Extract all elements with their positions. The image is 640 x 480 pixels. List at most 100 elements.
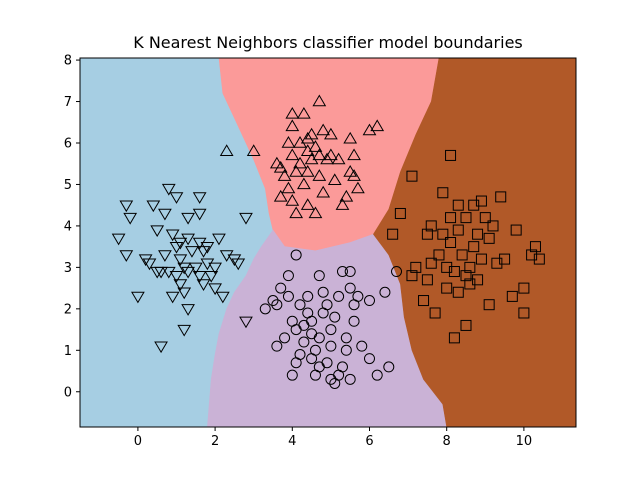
point-square <box>437 228 449 240</box>
point-triangle-up <box>219 144 234 156</box>
point-triangle-down <box>165 291 180 304</box>
point-triangle-down <box>227 254 242 267</box>
point-triangle-up <box>273 189 288 202</box>
point-square <box>441 282 453 294</box>
point-triangle-up <box>308 140 323 152</box>
point-square <box>472 228 484 240</box>
point-circle <box>344 266 356 278</box>
point-square <box>468 199 480 211</box>
point-triangle-down <box>150 225 165 238</box>
point-square <box>526 249 538 261</box>
point-square <box>506 290 518 302</box>
point-triangle-down <box>138 254 153 267</box>
point-square <box>456 249 468 261</box>
point-circle <box>363 295 375 307</box>
point-triangle-down <box>200 241 215 254</box>
x-tick-label: 4 <box>288 434 296 449</box>
point-circle <box>302 307 314 319</box>
point-circle <box>271 299 283 311</box>
point-triangle-down <box>173 237 188 250</box>
point-square <box>429 307 441 319</box>
y-tick-label: 0 <box>64 385 72 400</box>
point-triangle-down <box>169 270 184 283</box>
point-square <box>448 332 460 344</box>
point-triangle-down <box>158 208 172 221</box>
point-triangle-up <box>285 194 300 206</box>
point-triangle-down <box>123 212 138 225</box>
point-square <box>441 261 453 273</box>
point-triangle-up <box>312 169 327 181</box>
point-square <box>510 224 522 236</box>
point-square <box>425 257 437 269</box>
point-circle <box>325 324 337 336</box>
point-triangle-down <box>208 262 222 275</box>
point-triangle-up <box>246 144 261 156</box>
point-square <box>475 195 487 207</box>
point-square <box>410 261 422 273</box>
y-tick-label: 7 <box>64 95 72 110</box>
point-triangle-up <box>281 136 296 148</box>
point-circle <box>391 266 403 278</box>
point-circle <box>371 369 383 381</box>
point-circle <box>309 344 321 356</box>
point-triangle-up <box>300 198 315 210</box>
point-triangle-up <box>297 106 311 119</box>
point-triangle-down <box>208 283 222 296</box>
point-square <box>495 191 507 203</box>
point-square <box>418 295 430 307</box>
point-triangle-down <box>212 233 226 246</box>
point-square <box>499 253 511 265</box>
point-triangle-down <box>185 246 199 258</box>
point-triangle-down <box>142 258 157 271</box>
point-triangle-up <box>335 198 350 210</box>
point-triangle-down <box>181 266 195 279</box>
point-square <box>452 199 464 211</box>
point-square <box>491 257 503 269</box>
point-triangle-down <box>177 262 192 275</box>
point-triangle-down <box>188 262 203 275</box>
point-square <box>472 274 484 286</box>
point-square <box>529 241 541 253</box>
point-triangle-down <box>239 212 253 225</box>
point-triangle-up <box>277 169 292 181</box>
point-triangle-up <box>347 148 361 161</box>
point-circle <box>383 361 395 373</box>
y-tick-label: 1 <box>64 344 72 359</box>
point-triangle-up <box>293 156 307 169</box>
point-circle <box>294 299 306 311</box>
point-triangle-up <box>289 206 304 219</box>
point-circle <box>321 299 333 311</box>
point-square <box>387 228 399 240</box>
point-triangle-up <box>351 181 365 194</box>
point-circle <box>259 303 271 315</box>
plot-frame <box>79 57 577 428</box>
point-circle <box>290 249 302 261</box>
point-triangle-down <box>239 316 253 329</box>
point-triangle-down <box>173 279 188 291</box>
point-square <box>460 212 472 224</box>
point-triangle-up <box>300 131 315 144</box>
point-triangle-down <box>177 287 192 300</box>
point-circle <box>282 270 294 282</box>
x-tick-label: 0 <box>134 434 142 449</box>
point-triangle-up <box>285 119 300 132</box>
point-triangle-down <box>196 279 211 291</box>
point-triangle-up <box>312 148 327 161</box>
point-triangle-up <box>300 144 315 156</box>
point-triangle-up <box>343 131 358 144</box>
point-square <box>452 224 464 236</box>
point-triangle-down <box>177 324 192 337</box>
point-triangle-down <box>231 258 246 271</box>
y-tick-label: 5 <box>64 178 72 193</box>
point-square <box>425 220 437 232</box>
point-circle <box>298 336 310 348</box>
point-square <box>452 286 464 298</box>
point-circle <box>302 290 314 302</box>
point-triangle-up <box>281 181 296 194</box>
point-square <box>460 319 472 331</box>
point-triangle-up <box>324 127 338 140</box>
point-triangle-down <box>169 192 184 204</box>
point-triangle-down <box>192 192 207 204</box>
point-triangle-down <box>158 250 172 262</box>
